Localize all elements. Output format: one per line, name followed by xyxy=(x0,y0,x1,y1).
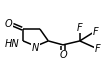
Text: O: O xyxy=(5,19,12,29)
Text: F: F xyxy=(95,44,100,54)
Text: F: F xyxy=(77,23,83,33)
Text: O: O xyxy=(59,50,67,60)
Text: F: F xyxy=(93,27,98,37)
Text: N: N xyxy=(32,43,39,53)
Text: HN: HN xyxy=(4,39,19,49)
